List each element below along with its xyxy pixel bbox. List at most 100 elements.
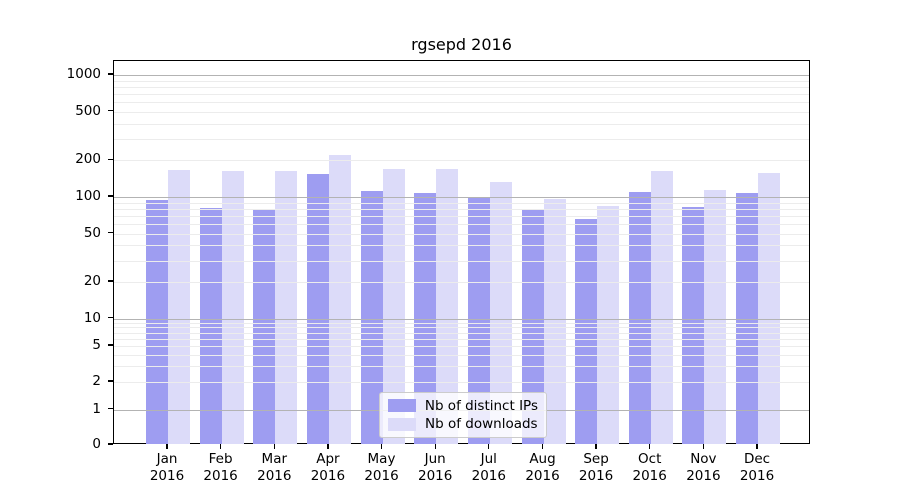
x-tick-month: Apr bbox=[316, 451, 340, 467]
bar-downloads bbox=[597, 206, 620, 444]
x-tick-year: 2016 bbox=[310, 467, 346, 484]
x-tick-label: Aug 2016 bbox=[513, 451, 573, 484]
x-tick-year: 2016 bbox=[471, 467, 506, 484]
y-tick-label: 100 bbox=[75, 188, 101, 204]
y-tick-mark bbox=[108, 344, 113, 346]
bar-downloads bbox=[168, 170, 190, 444]
x-tick-month: Feb bbox=[208, 451, 233, 467]
x-tick-label: Jul 2016 bbox=[459, 451, 519, 484]
y-tick-label: 20 bbox=[83, 272, 101, 289]
legend-item-downloads: Nb of downloads bbox=[388, 416, 538, 432]
x-tick-mark bbox=[327, 444, 329, 449]
x-tick-mark bbox=[756, 444, 758, 449]
x-tick-year: 2016 bbox=[418, 467, 453, 484]
legend: Nb of distinct IPs Nb of downloads bbox=[379, 392, 547, 438]
x-tick-mark bbox=[488, 444, 490, 449]
x-tick-month: May bbox=[367, 451, 396, 467]
x-tick-year: 2016 bbox=[632, 467, 667, 484]
x-tick-label: Nov 2016 bbox=[673, 451, 733, 484]
legend-label-downloads: Nb of downloads bbox=[425, 416, 538, 433]
bar-distinct-ips bbox=[360, 190, 383, 444]
x-tick-mark bbox=[380, 444, 383, 449]
bar-downloads bbox=[382, 168, 405, 444]
y-tick-label: 200 bbox=[75, 151, 101, 168]
x-tick-year: 2016 bbox=[739, 467, 775, 484]
y-tick-mark bbox=[108, 195, 113, 197]
gridline-minor bbox=[114, 86, 809, 88]
y-tick-mark bbox=[108, 158, 113, 160]
gridline-minor bbox=[114, 102, 809, 104]
y-tick-label: 5 bbox=[92, 336, 101, 353]
x-tick-label: Jan 2016 bbox=[137, 451, 197, 484]
bar-distinct-ips bbox=[628, 192, 651, 444]
y-tick-mark bbox=[108, 231, 113, 234]
x-tick-year: 2016 bbox=[686, 467, 721, 484]
gridline-minor bbox=[114, 138, 809, 140]
y-tick-mark bbox=[108, 280, 113, 282]
bar-downloads bbox=[328, 155, 351, 444]
x-tick-month: Jan bbox=[156, 451, 178, 467]
gridline-major bbox=[114, 75, 809, 76]
bar-downloads bbox=[275, 171, 298, 444]
y-tick-label: 1 bbox=[92, 400, 101, 417]
bar-distinct-ips bbox=[736, 193, 758, 444]
x-tick-year: 2016 bbox=[257, 467, 292, 484]
x-tick-month: Dec bbox=[743, 451, 771, 467]
x-tick-mark bbox=[649, 444, 651, 449]
x-tick-mark bbox=[595, 444, 597, 449]
gridline-minor bbox=[114, 160, 809, 162]
y-tick-label: 50 bbox=[83, 224, 101, 241]
bar-distinct-ips bbox=[575, 218, 598, 444]
gridline-minor bbox=[114, 123, 809, 125]
x-tick-label: Dec 2016 bbox=[727, 451, 787, 484]
x-tick-year: 2016 bbox=[364, 467, 399, 484]
bar-downloads bbox=[436, 168, 459, 444]
y-tick-mark bbox=[108, 73, 113, 75]
y-tick-mark bbox=[108, 443, 113, 445]
y-tick-mark bbox=[108, 110, 113, 112]
x-tick-mark bbox=[273, 444, 275, 449]
y-tick-mark bbox=[108, 380, 113, 382]
bar-distinct-ips bbox=[253, 209, 276, 444]
y-tick-label: 2 bbox=[92, 373, 101, 390]
x-tick-month: Oct bbox=[638, 451, 662, 467]
x-tick-month: Sep bbox=[583, 451, 609, 467]
chart-title: rgsepd 2016 bbox=[411, 35, 512, 54]
legend-item-distinct-ips: Nb of distinct IPs bbox=[388, 398, 538, 414]
bar-downloads bbox=[704, 190, 727, 444]
x-tick-month: Mar bbox=[261, 451, 288, 467]
y-tick-label: 10 bbox=[83, 309, 101, 326]
bar-downloads bbox=[650, 171, 673, 444]
x-tick-label: May 2016 bbox=[352, 451, 412, 484]
x-tick-month: Jun bbox=[424, 451, 446, 467]
bar-downloads bbox=[489, 181, 512, 444]
bar-distinct-ips bbox=[306, 173, 329, 444]
y-tick-mark bbox=[108, 407, 113, 410]
x-tick-year: 2016 bbox=[203, 467, 238, 484]
legend-swatch-downloads bbox=[388, 417, 416, 431]
bar-downloads bbox=[221, 171, 244, 444]
bar-distinct-ips bbox=[146, 199, 168, 444]
x-tick-mark bbox=[434, 444, 436, 449]
x-tick-mark bbox=[702, 444, 705, 449]
bar-distinct-ips bbox=[199, 207, 222, 444]
x-tick-year: 2016 bbox=[525, 467, 560, 484]
x-tick-label: Oct 2016 bbox=[620, 451, 680, 484]
gridline-minor bbox=[114, 111, 809, 113]
bar-downloads bbox=[758, 173, 780, 444]
y-tick-label: 1000 bbox=[66, 66, 101, 82]
gridline-minor bbox=[114, 93, 809, 95]
y-tick-label: 500 bbox=[75, 102, 101, 119]
legend-label-distinct-ips: Nb of distinct IPs bbox=[424, 397, 538, 414]
x-tick-label: Apr 2016 bbox=[298, 451, 358, 484]
x-tick-mark bbox=[219, 444, 222, 449]
y-tick-mark bbox=[108, 316, 113, 319]
x-tick-year: 2016 bbox=[578, 467, 614, 484]
x-tick-mark bbox=[541, 444, 544, 449]
x-tick-year: 2016 bbox=[149, 467, 185, 484]
gridline-minor bbox=[114, 80, 809, 82]
plot-area bbox=[113, 60, 810, 444]
legend-swatch-distinct-ips bbox=[388, 399, 416, 413]
x-tick-month: Nov bbox=[690, 451, 717, 467]
